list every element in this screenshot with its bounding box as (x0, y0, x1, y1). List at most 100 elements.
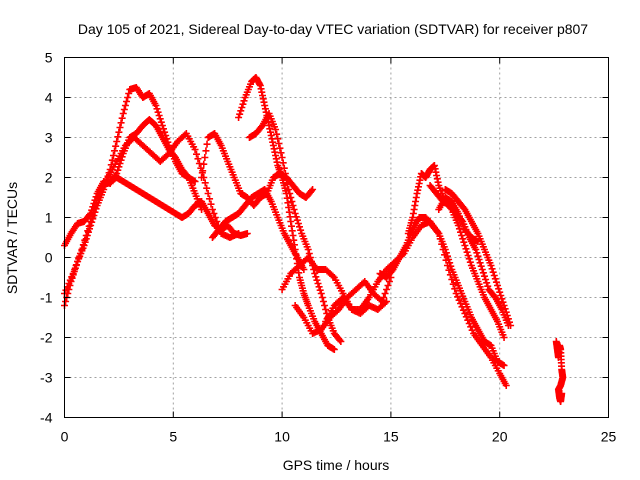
data-point (447, 262, 455, 270)
data-point (120, 106, 128, 113)
data-point (157, 118, 165, 126)
data-point (273, 130, 281, 138)
series-arc-q (552, 338, 567, 405)
data-point (279, 159, 287, 167)
y-tick-label: 2 (45, 170, 53, 186)
data-point (237, 107, 245, 115)
data-point (68, 273, 76, 281)
data-point (500, 362, 508, 369)
data-point (114, 133, 122, 141)
data-point (496, 288, 504, 296)
data-point (385, 278, 393, 285)
data-point (558, 390, 566, 397)
data-point (304, 246, 312, 253)
data-point (115, 128, 123, 136)
data-point (305, 250, 313, 257)
data-point (460, 238, 468, 246)
data-point (336, 336, 344, 344)
data-point (500, 302, 508, 309)
data-point (502, 308, 510, 316)
plot-frame (64, 57, 609, 418)
data-point (183, 172, 191, 180)
data-point (71, 266, 79, 273)
y-tick-label: -2 (40, 330, 53, 346)
data-point (204, 190, 212, 197)
data-point (121, 102, 129, 109)
x-axis-label: GPS time / hours (283, 457, 390, 473)
data-point (72, 262, 80, 269)
data-point (461, 310, 469, 317)
data-point (479, 269, 487, 277)
data-point (472, 246, 480, 253)
data-point (81, 236, 89, 244)
data-point (464, 252, 472, 259)
data-point (194, 155, 202, 163)
data-point (286, 190, 294, 197)
data-point (490, 272, 498, 279)
data-point (62, 298, 70, 305)
data-point (203, 184, 211, 192)
data-point (442, 249, 450, 257)
data-point (111, 147, 119, 155)
data-point (384, 282, 392, 289)
y-tick-label: 4 (45, 90, 53, 106)
data-point (297, 226, 305, 234)
data-point (300, 266, 308, 273)
data-point (88, 213, 96, 221)
data-point (199, 167, 207, 175)
data-point (499, 298, 507, 306)
data-point (441, 246, 449, 253)
x-tick-label: 15 (383, 429, 399, 445)
data-point (473, 249, 481, 257)
data-point (315, 283, 323, 291)
data-point (489, 268, 497, 276)
data-point (307, 187, 315, 195)
data-point (191, 146, 199, 153)
data-point (82, 232, 90, 239)
data-point (201, 179, 209, 187)
data-point (458, 232, 466, 239)
data-point (309, 186, 317, 193)
data-point (316, 286, 324, 294)
data-point (478, 266, 486, 273)
data-point (495, 285, 503, 293)
data-point (498, 295, 506, 303)
chart-title: Day 105 of 2021, Sidereal Day-to-day VTE… (78, 21, 588, 37)
data-point (78, 246, 86, 253)
data-point (123, 98, 131, 105)
data-point (312, 273, 320, 281)
data-point (381, 290, 389, 297)
data-point (329, 272, 337, 280)
data-point (290, 206, 298, 213)
data-point (155, 112, 163, 119)
data-point (206, 195, 214, 203)
data-point (477, 262, 485, 270)
grid (64, 57, 609, 418)
data-point (475, 256, 483, 263)
data-point (461, 242, 469, 249)
data-point (483, 279, 491, 287)
y-tick-label: 1 (45, 210, 53, 226)
data-point (491, 275, 499, 283)
data-point (236, 110, 244, 118)
data-point (153, 105, 161, 113)
data-point (200, 160, 208, 168)
data-point (497, 292, 505, 299)
data-point (92, 199, 100, 207)
data-point (76, 250, 84, 257)
y-tick-label: -4 (40, 410, 53, 426)
data-point (288, 198, 296, 205)
data-point (285, 186, 293, 193)
series-arc-h (208, 186, 308, 273)
data-point (235, 114, 243, 121)
data-point (487, 262, 495, 269)
data-point (462, 245, 470, 253)
data-point (84, 227, 92, 235)
data-point (198, 174, 206, 181)
y-tick-label: 3 (45, 130, 53, 146)
data-point (494, 282, 502, 289)
data-point (503, 312, 511, 319)
data-point (65, 280, 73, 287)
data-point (294, 220, 302, 227)
data-point (463, 248, 471, 256)
